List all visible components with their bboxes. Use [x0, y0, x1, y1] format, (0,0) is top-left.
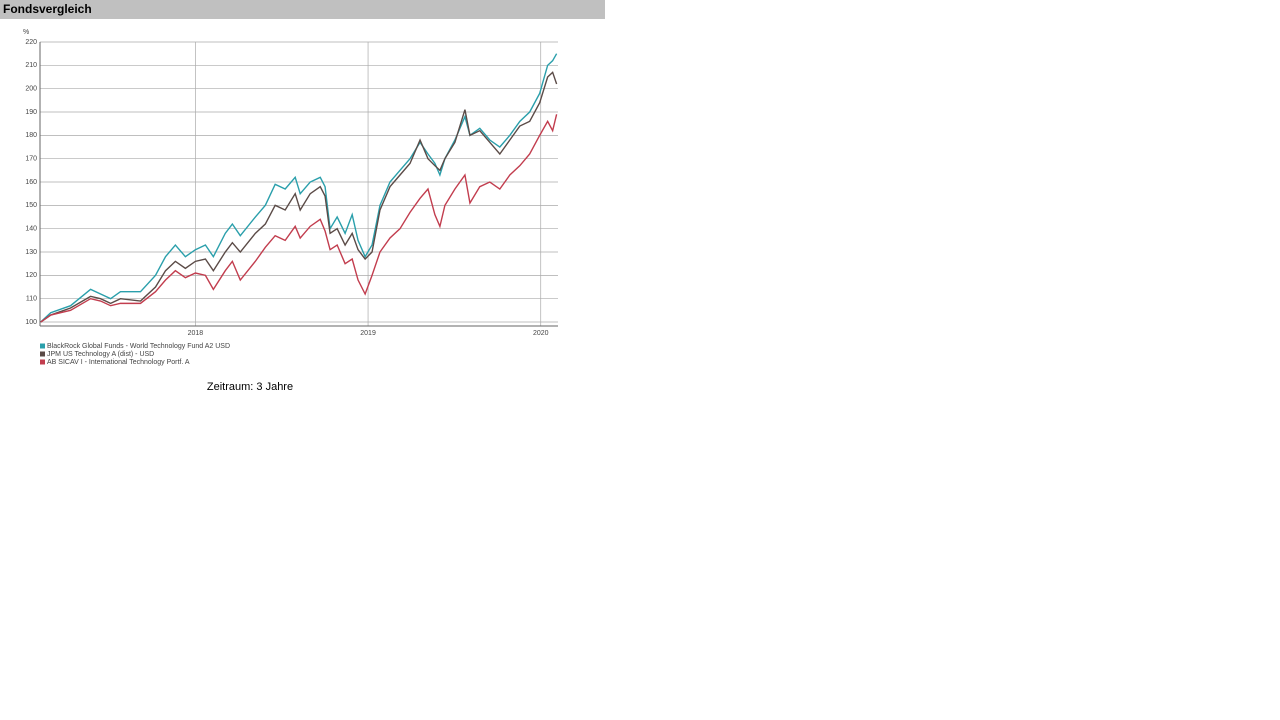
y-tick-label: 120 — [25, 272, 37, 279]
y-tick-label: 100 — [25, 319, 37, 326]
y-tick-label: 160 — [25, 179, 37, 186]
legend-label: AB SICAV I - International Technology Po… — [47, 359, 190, 366]
legend-label: BlackRock Global Funds - World Technolog… — [47, 343, 230, 350]
y-tick-label: 180 — [25, 132, 37, 139]
line-series — [40, 114, 558, 323]
period-label: Zeitraum: 3 Jahre — [206, 381, 294, 393]
legend-swatch — [40, 351, 45, 357]
y-tick-label: 110 — [26, 296, 37, 303]
x-tick-label: 2019 — [360, 330, 376, 337]
x-tick-label: 2020 — [533, 330, 549, 337]
y-tick-label: 210 — [25, 62, 37, 69]
legend-label: JPM US Technology A (dist) - USD — [47, 351, 154, 358]
y-axis-label: % — [23, 29, 29, 36]
y-tick-label: 220 — [25, 39, 37, 46]
y-tick-label: 150 — [25, 202, 37, 209]
legend-swatch — [40, 359, 45, 365]
y-tick-label: 140 — [25, 226, 37, 233]
y-tick-label: 200 — [25, 86, 37, 93]
line-series — [40, 71, 558, 323]
legend-swatch — [40, 343, 45, 349]
header-title: Fondsvergleich — [0, 0, 605, 19]
y-tick-label: 130 — [25, 249, 37, 256]
y-tick-label: 170 — [25, 156, 37, 163]
line-series — [40, 53, 558, 323]
y-tick-label: 190 — [25, 109, 37, 116]
x-tick-label: 2018 — [188, 330, 204, 337]
chart: % 100 110 120 130 140 150 160 170 180 190 200 210 22… — [23, 29, 558, 366]
